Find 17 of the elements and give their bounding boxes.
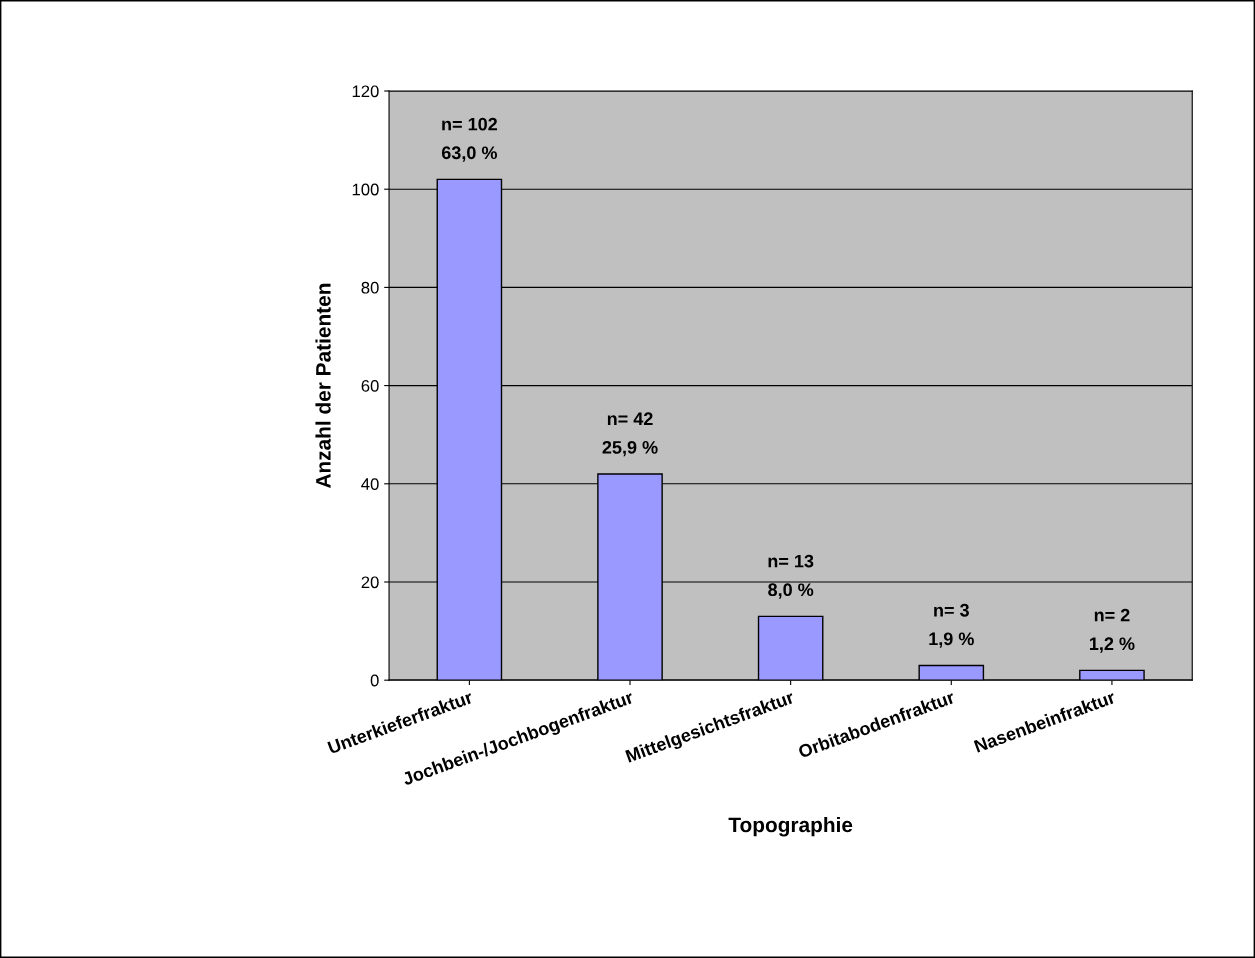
y-tick-label: 100	[352, 183, 379, 196]
bar	[1079, 669, 1145, 681]
y-axis-title: Anzahl der Patienten	[315, 283, 331, 489]
data-label: n= 2 1,2 %	[1089, 608, 1135, 653]
y-tick-label: 60	[361, 380, 379, 392]
data-label: n= 3 1,9 %	[929, 603, 974, 648]
data-label: n= 42 25,9 %	[602, 412, 658, 457]
x-axis-title: Topographie	[728, 816, 853, 837]
y-tick-label: 40	[361, 478, 379, 490]
data-label: n= 13 8,0 %	[768, 554, 814, 599]
y-tick-label: 0	[370, 674, 379, 687]
y-tick-label: 20	[361, 576, 379, 589]
bar	[757, 615, 824, 681]
y-tick-label: 120	[352, 85, 379, 98]
bar	[918, 664, 985, 681]
data-label: n= 102 63,0 %	[441, 117, 498, 162]
y-tick-label: 80	[361, 281, 379, 294]
